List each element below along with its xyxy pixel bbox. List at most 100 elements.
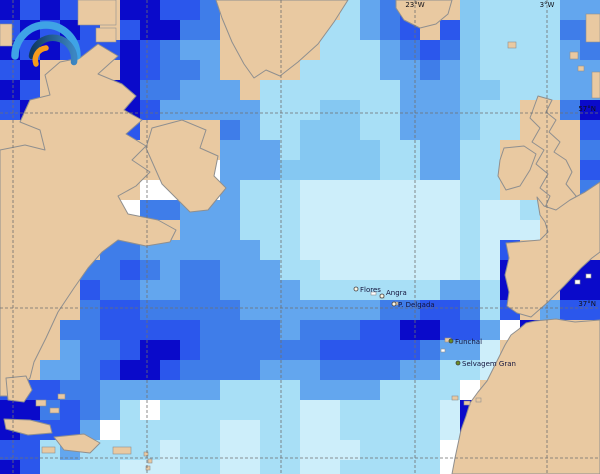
ocean-cell [580, 160, 600, 180]
ocean-cell [240, 320, 260, 340]
island-arctic-2 [0, 23, 13, 47]
ocean-cell [420, 140, 440, 160]
ocean-cell [420, 120, 440, 140]
ocean-cell [300, 160, 320, 180]
ocean-cell [360, 80, 380, 100]
ocean-cell [400, 360, 420, 380]
ocean-cell [360, 200, 380, 220]
place-label: Funchal [455, 338, 482, 346]
longitude-label: 23°W [405, 1, 424, 9]
ocean-cell [180, 440, 200, 460]
ocean-cell [480, 80, 500, 100]
ocean-cell [360, 440, 380, 460]
ocean-cell [340, 120, 360, 140]
ocean-cell [340, 460, 360, 474]
ocean-cell [480, 140, 500, 160]
ocean-cell [320, 340, 340, 360]
ocean-cell [320, 420, 340, 440]
ocean-cell [140, 60, 160, 80]
ocean-cell [360, 360, 380, 380]
ocean-cell [260, 200, 280, 220]
ocean-cell [500, 60, 520, 80]
ocean-cell [120, 20, 140, 40]
ocean-cell [440, 380, 460, 400]
ocean-cell [140, 300, 160, 320]
ocean-cell [440, 280, 460, 300]
ocean-cell [140, 100, 160, 120]
ocean-cell [260, 360, 280, 380]
ocean-cell [260, 240, 280, 260]
ocean-cell [260, 420, 280, 440]
ocean-cell [480, 120, 500, 140]
ocean-cell [200, 380, 220, 400]
ocean-cell [440, 40, 460, 60]
ocean-cell [180, 280, 200, 300]
ocean-cell [320, 120, 340, 140]
ocean-cell [400, 80, 420, 100]
ocean-cell [460, 300, 480, 320]
ocean-cell [60, 320, 80, 340]
ocean-cell [380, 420, 400, 440]
ocean-cell [360, 180, 380, 200]
ocean-cell [400, 160, 420, 180]
ocean-cell [280, 200, 300, 220]
ocean-cell [580, 100, 600, 120]
ocean-cell [420, 460, 440, 474]
island-arctic-1 [77, 0, 117, 26]
ocean-cell [380, 240, 400, 260]
ocean-cell [260, 400, 280, 420]
ocean-cell [480, 160, 500, 180]
ocean-cell [420, 320, 440, 340]
ocean-cell [140, 320, 160, 340]
ocean-cell [260, 460, 280, 474]
landmass-north-america [0, 43, 177, 397]
ocean-cell [400, 260, 420, 280]
ocean-cell [580, 280, 600, 300]
ocean-cell [340, 320, 360, 340]
ocean-cell [540, 0, 560, 20]
ocean-cell [520, 80, 540, 100]
ocean-cell [460, 320, 480, 340]
ocean-cell [260, 440, 280, 460]
ocean-cell [280, 360, 300, 380]
ocean-cell [280, 140, 300, 160]
ocean-cell [420, 380, 440, 400]
landmass-africa [451, 318, 600, 474]
ocean-cell [580, 120, 600, 140]
ocean-cell [420, 40, 440, 60]
ocean-cell [360, 0, 380, 20]
ocean-cell [220, 380, 240, 400]
ocean-cell [500, 80, 520, 100]
ocean-cell [300, 440, 320, 460]
ocean-cell [220, 340, 240, 360]
ocean-cell [460, 340, 480, 360]
ocean-cell [460, 20, 480, 40]
ocean-cell [240, 440, 260, 460]
ocean-cell [360, 60, 380, 80]
ocean-cell [520, 180, 540, 200]
ocean-cell [220, 420, 240, 440]
ocean-cell [40, 0, 60, 20]
ocean-cell [140, 180, 160, 200]
ocean-cell [380, 140, 400, 160]
place-label: Flores [360, 286, 381, 294]
ocean-cell [200, 460, 220, 474]
ocean-cell [520, 40, 540, 60]
ocean-cell [340, 240, 360, 260]
island-canary-2 [463, 400, 471, 406]
ocean-cell [460, 40, 480, 60]
island-balearic-1 [574, 279, 581, 285]
ocean-cell [560, 80, 580, 100]
ocean-cell [280, 240, 300, 260]
ocean-cell [120, 260, 140, 280]
ocean-cell [160, 240, 180, 260]
ocean-cell [460, 0, 480, 20]
ocean-cell [440, 20, 460, 40]
ocean-cell [220, 400, 240, 420]
ocean-cell [0, 120, 20, 140]
landmass-florida [5, 375, 33, 403]
island-faroe [507, 41, 517, 49]
logo-inner-arc-icon [32, 45, 49, 67]
ocean-cell [260, 220, 280, 240]
